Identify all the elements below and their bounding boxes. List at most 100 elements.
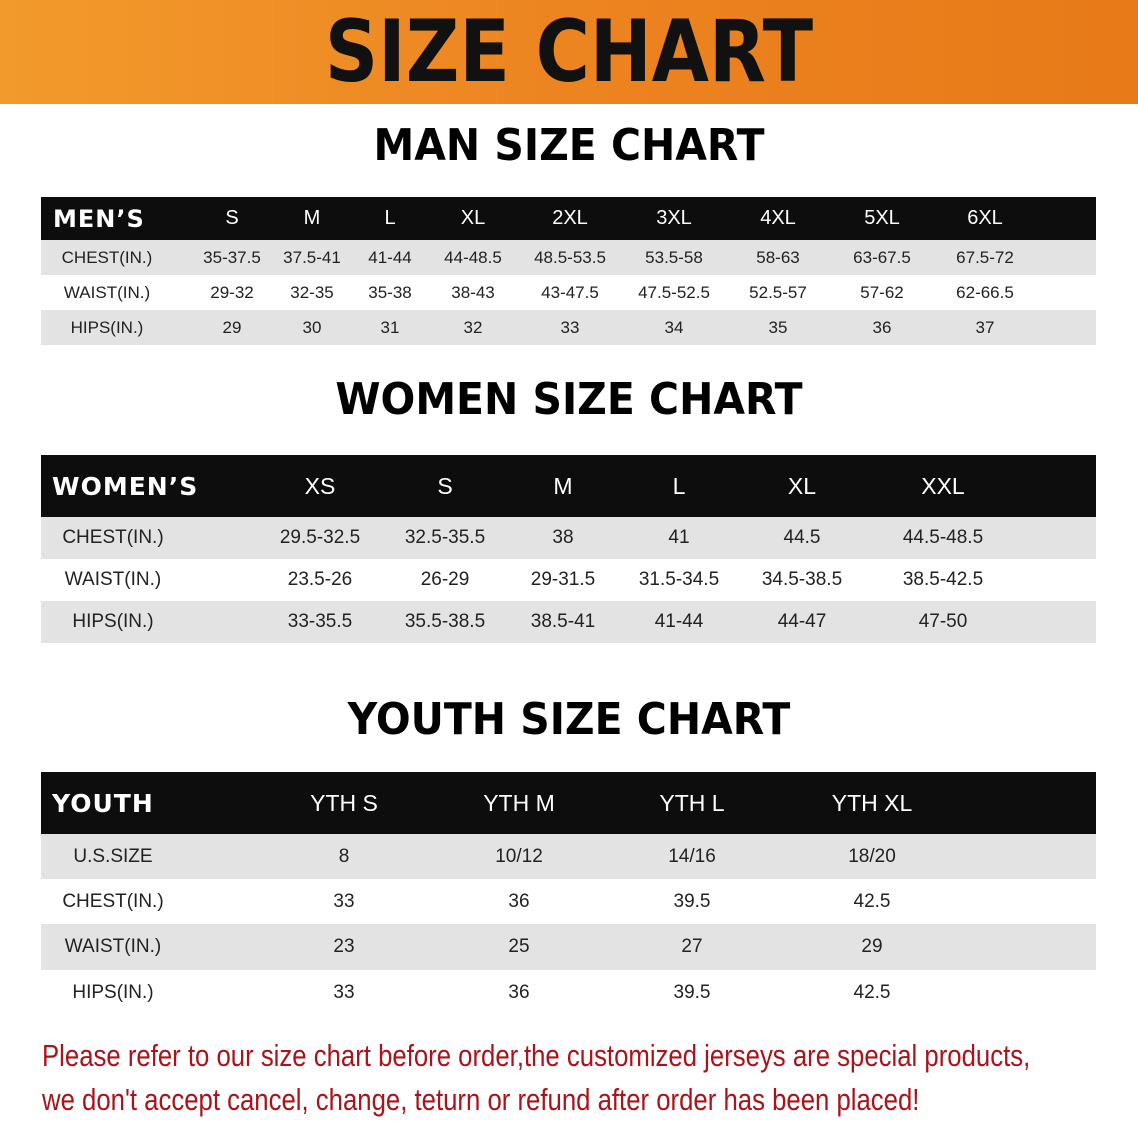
table-cell: 23: [333, 936, 355, 957]
table-cell: 26-29: [420, 569, 470, 590]
size-column-header: 6XL: [967, 207, 1003, 229]
size-column-header: 5XL: [864, 207, 900, 229]
youth-section-title: YOUTH SIZE CHART: [347, 694, 791, 745]
women-section-title: WOMEN SIZE CHART: [335, 374, 803, 425]
youth-header-label: YOUTH: [52, 788, 154, 818]
row-label: HIPS(IN.): [72, 981, 154, 1003]
youth-table-header: YOUTH YTH S YTH M YTH L YTH XL: [41, 772, 1096, 834]
table-cell: 35-38: [368, 282, 412, 302]
row-label: CHEST(IN.): [62, 890, 164, 912]
table-cell: 34.5-38.5: [761, 569, 843, 590]
row-label: HIPS(IN.): [70, 317, 144, 337]
table-cell: 31.5-34.5: [638, 569, 720, 590]
table-cell: 43-47.5: [541, 282, 599, 302]
table-row: CHEST(IN.) 29.5-32.5 32.5-35.5 38 41 44.5 44.5…: [41, 517, 1096, 559]
table-cell: 38.5-42.5: [902, 569, 984, 590]
table-cell: 36: [872, 317, 892, 337]
notice-line-1: Please refer to our size chart before or…: [42, 1038, 1031, 1073]
table-cell: 53.5-58: [645, 247, 703, 267]
table-cell: 35: [768, 317, 788, 337]
table-cell: 52.5-57: [749, 282, 807, 302]
row-label: CHEST(IN.): [62, 527, 164, 548]
table-cell: 27: [681, 936, 703, 957]
table-cell: 58-63: [756, 247, 800, 267]
table-cell: 14/16: [668, 845, 716, 867]
table-cell: 29-32: [210, 282, 254, 302]
table-cell: 30: [302, 317, 322, 337]
size-column-header: XXL: [921, 472, 965, 499]
men-header-label: MEN’S: [53, 204, 145, 233]
table-cell: 44.5: [783, 527, 821, 548]
women-table-header: WOMEN’S XS S M L XL XXL: [41, 455, 1096, 517]
size-column-header: M: [303, 207, 321, 229]
size-column-header: 3XL: [656, 207, 692, 229]
women-size-table: WOMEN’S XS S M L XL XXL CHEST(IN.) 29.5-32.5 32.5…: [41, 455, 1096, 643]
table-cell: 41: [668, 527, 690, 548]
size-column-header: L: [672, 472, 686, 499]
table-cell: 38: [552, 527, 574, 548]
table-cell: 36: [508, 890, 530, 912]
table-cell: 67.5-72: [956, 247, 1014, 267]
table-cell: 42.5: [853, 890, 891, 912]
table-row: CHEST(IN.) 35-37.5 37.5-41 41-44 44-48.5 48.5…: [41, 240, 1096, 275]
size-column-header: M: [553, 472, 573, 499]
table-cell: 33-35.5: [287, 611, 353, 632]
table-cell: 38.5-41: [530, 611, 596, 632]
table-row: CHEST(IN.) 33 36 39.5 42.5: [41, 879, 1096, 924]
table-row: WAIST(IN.) 23.5-26 26-29 29-31.5 31.5-34.5 34…: [41, 559, 1096, 601]
table-cell: 47-50: [918, 611, 968, 632]
size-column-header: YTH L: [659, 789, 725, 816]
table-cell: 42.5: [853, 981, 891, 1003]
table-row: HIPS(IN.) 33-35.5 35.5-38.5 38.5-41 41-44 44-…: [41, 601, 1096, 643]
banner-title: SIZE CHART: [324, 2, 814, 102]
table-cell: 29.5-32.5: [279, 527, 361, 548]
row-label: WAIST(IN.): [64, 936, 162, 957]
men-size-table: MEN’S S M L XL 2XL 3XL 4XL 5XL 6XL CHEST(IN.) 35-37…: [41, 197, 1096, 345]
table-cell: 23.5-26: [287, 569, 353, 590]
size-column-header: XL: [787, 472, 817, 499]
row-label: CHEST(IN.): [61, 247, 153, 267]
table-cell: 29-31.5: [530, 569, 596, 590]
size-column-header: YTH M: [483, 789, 555, 816]
row-label: U.S.SIZE: [73, 845, 153, 867]
table-cell: 29: [222, 317, 242, 337]
table-row: WAIST(IN.) 29-32 32-35 35-38 38-43 43-47.5 47.…: [41, 275, 1096, 310]
size-column-header: YTH XL: [831, 789, 913, 816]
table-cell: 39.5: [673, 890, 711, 912]
women-header-label: WOMEN’S: [52, 471, 199, 501]
notice-line-2: we don't accept cancel, change, teturn o…: [42, 1082, 920, 1117]
size-column-header: XL: [460, 207, 486, 229]
men-table-header: MEN’S S M L XL 2XL 3XL 4XL 5XL 6XL: [41, 197, 1096, 240]
table-cell: 41-44: [368, 247, 412, 267]
table-cell: 57-62: [860, 282, 904, 302]
table-cell: 33: [333, 890, 355, 912]
table-cell: 37.5-41: [283, 247, 341, 267]
table-cell: 29: [861, 936, 883, 957]
table-cell: 32.5-35.5: [404, 527, 486, 548]
table-cell: 62-66.5: [956, 282, 1014, 302]
size-column-header: S: [225, 207, 239, 229]
size-column-header: 2XL: [552, 207, 588, 229]
size-column-header: S: [437, 472, 453, 499]
size-column-header: YTH S: [310, 789, 378, 816]
table-cell: 8: [338, 845, 350, 867]
table-cell: 32-35: [290, 282, 334, 302]
row-label: HIPS(IN.): [72, 611, 154, 632]
table-cell: 31: [380, 317, 400, 337]
table-cell: 39.5: [673, 981, 711, 1003]
row-label: WAIST(IN.): [64, 569, 162, 590]
table-cell: 41-44: [654, 611, 704, 632]
size-column-header: 4XL: [760, 207, 796, 229]
table-cell: 37: [975, 317, 995, 337]
table-cell: 34: [664, 317, 684, 337]
table-cell: 44.5-48.5: [902, 527, 984, 548]
table-row: U.S.SIZE 8 10/12 14/16 18/20: [41, 834, 1096, 879]
size-column-header: L: [384, 207, 396, 229]
size-column-header: XS: [304, 472, 336, 499]
table-cell: 25: [508, 936, 530, 957]
table-row: HIPS(IN.) 33 36 39.5 42.5: [41, 970, 1096, 1015]
table-cell: 33: [333, 981, 355, 1003]
banner: SIZE CHART: [0, 0, 1138, 104]
youth-size-table: YOUTH YTH S YTH M YTH L YTH XL U.S.SIZE 8 10/12…: [41, 772, 1096, 1015]
table-cell: 32: [463, 317, 483, 337]
